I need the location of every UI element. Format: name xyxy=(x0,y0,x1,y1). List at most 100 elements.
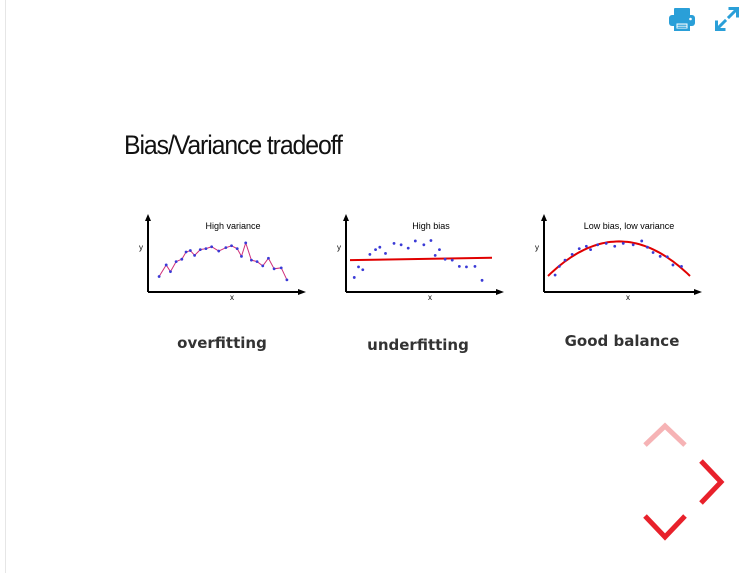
y-axis-arrow xyxy=(145,214,151,221)
caption-overfitting: overfitting xyxy=(177,334,267,352)
plot-subtitle: High variance xyxy=(205,221,260,231)
data-point xyxy=(438,248,441,251)
nav-down-button[interactable] xyxy=(640,510,690,544)
data-point xyxy=(406,246,410,250)
data-point xyxy=(665,255,669,259)
y-axis-arrow xyxy=(541,214,547,221)
data-point xyxy=(433,253,437,257)
data-point xyxy=(169,270,172,274)
caption-good-balance: Good balance xyxy=(564,332,680,350)
data-point xyxy=(658,254,662,258)
chevron-right-icon xyxy=(699,459,725,505)
data-point xyxy=(198,248,202,251)
data-point xyxy=(188,249,192,252)
slide-title: Bias/Variance tradeoff xyxy=(124,130,343,160)
data-point xyxy=(255,260,259,263)
data-point xyxy=(244,241,248,245)
nav-right-button[interactable] xyxy=(694,456,728,508)
print-button[interactable] xyxy=(666,4,698,34)
data-point xyxy=(361,268,365,272)
data-point xyxy=(621,241,625,245)
data-point xyxy=(230,244,233,248)
fullscreen-button[interactable] xyxy=(711,4,743,34)
data-point xyxy=(240,254,243,258)
data-point xyxy=(651,251,655,254)
plot-high-bias: High bias y x xyxy=(337,214,504,302)
data-point xyxy=(261,264,265,268)
data-point xyxy=(473,265,477,268)
data-point xyxy=(589,248,592,251)
data-point xyxy=(422,243,426,247)
data-point xyxy=(680,265,683,268)
y-axis-arrow xyxy=(343,214,349,221)
data-point xyxy=(640,239,644,243)
data-point xyxy=(352,276,356,279)
data-point xyxy=(235,247,239,251)
data-point xyxy=(184,250,188,254)
data-point xyxy=(604,241,608,245)
data-point xyxy=(180,257,184,261)
plot-subtitle: High bias xyxy=(412,221,450,231)
data-point xyxy=(553,273,557,277)
data-point xyxy=(164,263,168,267)
data-point xyxy=(443,257,447,261)
data-point xyxy=(217,249,221,253)
expand-arrows-icon xyxy=(714,6,740,32)
x-axis-arrow xyxy=(496,289,504,295)
fit-line xyxy=(349,256,493,262)
overfit-curve xyxy=(158,241,288,281)
x-axis-label: x xyxy=(428,293,432,302)
data-point xyxy=(399,243,403,247)
data-point xyxy=(671,263,675,267)
data-point xyxy=(450,258,454,262)
data-point xyxy=(174,260,178,263)
data-point xyxy=(584,244,588,248)
data-point xyxy=(413,239,417,243)
data-point xyxy=(374,248,377,251)
fit-curve xyxy=(547,240,691,277)
data-point xyxy=(570,253,574,256)
x-axis-arrow xyxy=(694,289,702,295)
y-axis-label: y xyxy=(139,243,143,252)
data-point xyxy=(457,265,461,268)
y-axis-label: y xyxy=(535,243,539,252)
left-border xyxy=(5,0,6,573)
data-point xyxy=(204,247,208,251)
data-point xyxy=(357,265,360,269)
caption-underfitting: underfitting xyxy=(367,336,469,354)
data-point xyxy=(613,244,617,248)
printer-icon xyxy=(669,8,695,31)
data-point xyxy=(224,246,228,250)
data-point xyxy=(250,258,253,262)
data-point xyxy=(267,256,270,260)
x-axis-arrow xyxy=(298,289,306,295)
plot-subtitle: Low bias, low variance xyxy=(584,221,675,231)
data-point xyxy=(392,241,396,245)
chevron-up-icon xyxy=(643,422,687,447)
data-point xyxy=(285,278,289,282)
data-point xyxy=(480,278,484,282)
data-point xyxy=(378,245,382,249)
data-point xyxy=(193,253,196,257)
data-point xyxy=(646,245,649,249)
data-point xyxy=(384,252,387,255)
data-point xyxy=(577,247,581,251)
x-axis-label: x xyxy=(230,293,234,302)
data-point xyxy=(563,258,567,262)
plot-high-variance: High variance y x xyxy=(139,214,306,302)
data-point xyxy=(465,265,468,269)
y-axis-label: y xyxy=(337,243,341,252)
data-point xyxy=(210,245,214,249)
data-point xyxy=(631,243,635,247)
plot-good-balance: Low bias, low variance y x xyxy=(535,214,702,302)
x-axis-label: x xyxy=(626,293,630,302)
data-point xyxy=(368,253,372,256)
chevron-down-icon xyxy=(643,514,687,541)
nav-up-button[interactable] xyxy=(640,418,690,448)
data-point xyxy=(157,275,161,278)
data-point xyxy=(557,265,561,268)
data-point xyxy=(279,266,283,270)
data-point xyxy=(596,243,600,247)
data-point xyxy=(272,267,276,271)
data-point xyxy=(429,239,433,242)
